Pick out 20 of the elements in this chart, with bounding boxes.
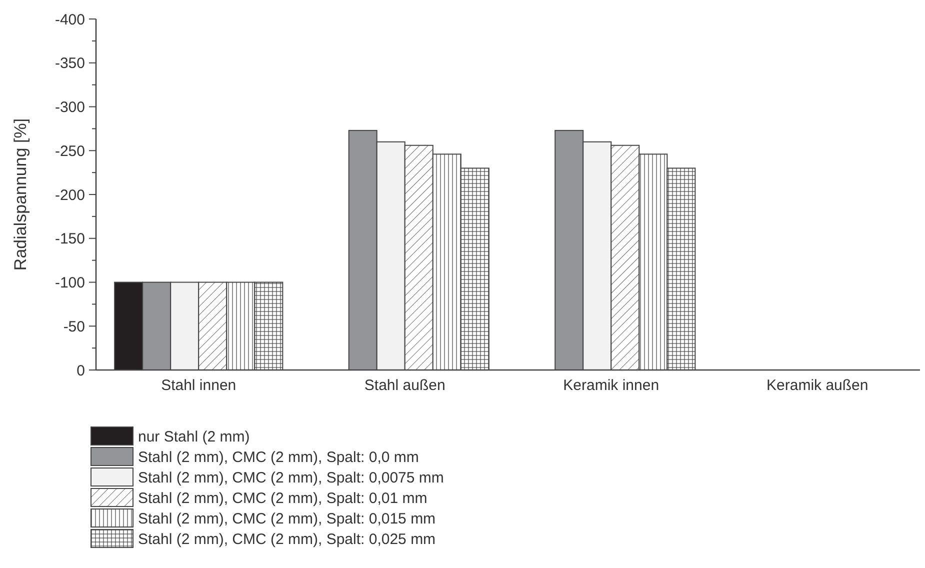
legend-label: Stahl (2 mm), CMC (2 mm), Spalt: 0,025 mm	[138, 530, 436, 548]
y-tick-label: -200	[54, 186, 85, 204]
x-tick-label: Stahl innen	[161, 377, 236, 394]
y-tick-label: -50	[63, 318, 85, 336]
y-tick-label: -250	[54, 142, 85, 160]
legend-label: Stahl (2 mm), CMC (2 mm), Spalt: 0,01 mm	[138, 490, 428, 507]
legend-label: nur Stahl (2 mm)	[138, 428, 250, 446]
legend-label: Stahl (2 mm), CMC (2 mm), Spalt: 0,0 mm	[138, 448, 419, 466]
x-tick-label: Stahl außen	[364, 377, 446, 394]
y-tick-label: 0	[76, 362, 85, 380]
y-tick-label: -350	[54, 55, 85, 72]
y-tick-label: -400	[54, 11, 85, 28]
legend-label: Stahl (2 mm), CMC (2 mm), Spalt: 0,015 mm	[138, 510, 436, 528]
legend-label: Stahl (2 mm), CMC (2 mm), Spalt: 0,0075 mm	[138, 469, 444, 486]
x-tick-label: Keramik innen	[563, 377, 660, 394]
x-tick-label: Keramik außen	[766, 377, 868, 394]
y-tick-label: -100	[54, 274, 85, 292]
y-axis-title: Radialspannung [%]	[11, 118, 30, 271]
y-tick-label: -300	[54, 99, 85, 116]
y-tick-label: -150	[54, 230, 85, 248]
